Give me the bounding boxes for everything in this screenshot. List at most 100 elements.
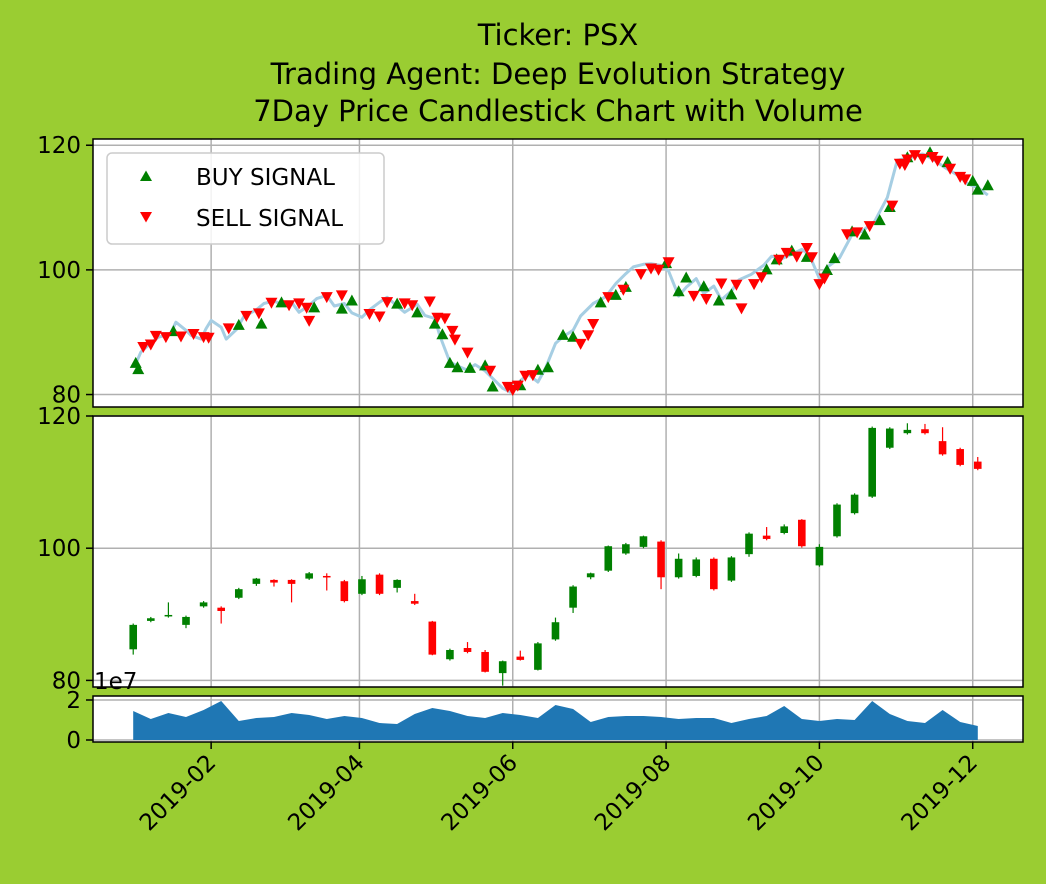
candle-body-42 (868, 427, 876, 497)
sell-signal-marker-54 (800, 242, 813, 254)
candle-body-17 (428, 621, 437, 655)
sell-signal-marker-56 (813, 279, 826, 291)
sell-signal-marker-40 (634, 269, 647, 281)
candle-body-33 (710, 558, 718, 590)
candle-body-10 (305, 573, 313, 579)
candle-body-48 (973, 461, 982, 469)
candle-body-41 (850, 494, 859, 514)
candle-y-ticks: 80 100 120 (37, 404, 93, 694)
sell-signal-marker-28 (461, 347, 474, 359)
sell-signal-marker-8 (222, 323, 235, 335)
price-panel-frame (92, 138, 1024, 408)
legend-sell-label: SELL SIGNAL (196, 206, 343, 232)
buy-signal-marker-20 (541, 361, 554, 373)
buy-signal-marker-45 (966, 174, 979, 186)
sell-signal-marker-42 (652, 264, 665, 276)
sell-signal-marker-7 (202, 332, 215, 344)
sell-signal-marker-52 (780, 247, 793, 259)
candle-body-28 (622, 544, 630, 554)
candle-body-5 (217, 607, 225, 611)
sell-signal-marker-10 (252, 308, 265, 320)
candle-body-26 (586, 573, 595, 578)
candle-body-24 (551, 622, 560, 640)
candle-body-45 (921, 429, 929, 434)
buy-signal-marker-15 (464, 361, 477, 373)
candles (129, 423, 982, 686)
price-ytick-label-100: 100 (37, 258, 81, 284)
buy-signal-marker-4 (255, 317, 268, 329)
legend: BUY SIGNAL SELL SIGNAL (106, 152, 385, 245)
buy-signal-marker-36 (820, 264, 833, 276)
candle-body-20 (481, 651, 489, 672)
candle-body-27 (604, 546, 613, 571)
buy-signal-marker-47 (981, 179, 994, 191)
volume-area (133, 701, 978, 740)
sell-signal-marker-4 (174, 331, 187, 343)
sell-signal-marker-20 (381, 297, 394, 309)
sell-signal-marker-57 (818, 273, 831, 285)
sell-signal-marker-12 (283, 300, 296, 312)
price-ytick-label-120: 120 (37, 133, 81, 159)
sell-signal-marker-59 (851, 227, 864, 239)
sell-signal-marker-15 (303, 315, 316, 327)
sell-signal-marker-16 (320, 292, 333, 304)
buy-signal-marker-3 (232, 318, 245, 330)
candle-body-0 (129, 624, 138, 650)
sell-signal-marker-23 (423, 296, 436, 308)
buy-signal-marker-28 (680, 271, 693, 283)
buy-signal-marker-1 (132, 363, 145, 375)
sell-signal-marker-5 (187, 328, 200, 340)
chart-title-line-3: 7Day Price Candlestick Chart with Volume (253, 94, 863, 128)
candle-body-21 (498, 661, 507, 674)
candle-body-9 (287, 579, 296, 584)
sell-signal-marker-46 (715, 278, 728, 290)
candle-body-15 (393, 579, 401, 588)
sell-signal-marker-14 (300, 302, 313, 314)
sell-signal-marker-60 (863, 221, 876, 233)
buy-signal-marker-30 (712, 294, 725, 306)
candle-body-35 (745, 533, 753, 555)
candle-body-36 (762, 535, 771, 539)
candle-body-19 (463, 648, 472, 652)
price-y-ticks: 80 100 120 (37, 133, 93, 409)
volume-y-ticks: 02 (66, 688, 93, 754)
buy-signal-marker-9 (391, 297, 404, 309)
sell-signal-marker-64 (901, 154, 914, 166)
sell-signal-marker-13 (293, 298, 306, 310)
sell-signal-marker-17 (335, 290, 348, 302)
candle-body-32 (692, 559, 701, 576)
candle-body-39 (815, 546, 824, 566)
sell-signal-marker-39 (617, 284, 630, 296)
volume-panel-frame (92, 695, 1024, 743)
buy-signal-marker-7 (335, 302, 348, 314)
sell-signal-marker-49 (748, 279, 761, 291)
sell-signal-marker-65 (908, 150, 921, 162)
sell-signal-marker-30 (501, 381, 514, 393)
candle-panel-frame (92, 415, 1024, 688)
sell-signal-marker-19 (373, 311, 386, 323)
price-ytick-label-80: 80 (52, 383, 81, 409)
buy-signal-marker-17 (486, 380, 499, 392)
candle-body-22 (516, 656, 525, 660)
legend-sell-marker (140, 212, 152, 223)
candle-body-37 (780, 526, 789, 533)
buy-signal-marker-14 (451, 361, 464, 373)
sell-signal-marker-69 (944, 163, 957, 175)
candle-body-43 (885, 428, 894, 448)
volume-ytick-label-2: 2 (66, 688, 81, 714)
buy-signal-marker-5 (275, 296, 288, 308)
sell-signal-marker-44 (687, 290, 700, 302)
sell-signal-marker-18 (363, 309, 376, 321)
buy-signal-marker-13 (443, 356, 456, 368)
candle-body-12 (340, 581, 349, 602)
sell-signal-marker-11 (265, 297, 278, 309)
candle-body-1 (147, 618, 155, 621)
sell-signal-marker-53 (790, 251, 803, 263)
candle-body-31 (674, 558, 683, 578)
candle-body-18 (446, 649, 454, 660)
sell-signal-marker-35 (574, 338, 587, 350)
buy-signal-marker-32 (760, 263, 773, 275)
candle-body-23 (534, 643, 542, 670)
buy-signal-marker-27 (672, 285, 685, 297)
